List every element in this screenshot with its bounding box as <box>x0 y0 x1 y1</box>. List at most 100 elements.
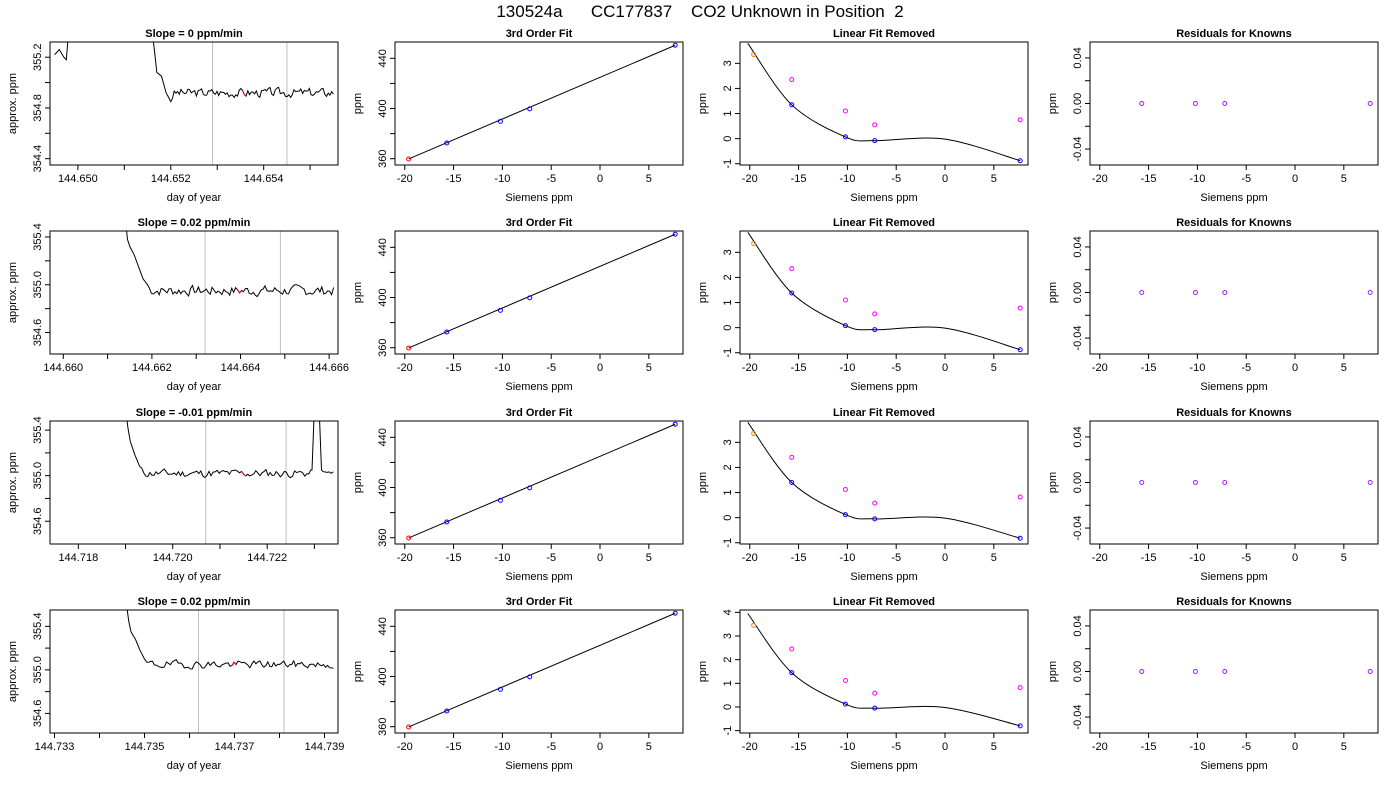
x-tick-label: 0 <box>942 552 948 564</box>
plot-area <box>54 42 334 165</box>
x-tick-label: -20 <box>742 741 758 753</box>
data-point <box>872 500 878 506</box>
data-point <box>789 670 795 676</box>
x-tick-label: -5 <box>546 741 556 753</box>
plot-area <box>747 232 1023 353</box>
data-point <box>672 231 678 237</box>
x-tick-label: -10 <box>839 362 855 374</box>
x-tick-label: 5 <box>991 552 997 564</box>
x-tick-label: 144.718 <box>58 552 98 564</box>
x-tick-label: -5 <box>546 173 556 185</box>
y-tick-label: 354.6 <box>32 319 44 347</box>
chart-panel: Slope = 0.02 ppm/min day of year approx. p… <box>7 217 349 393</box>
chart-panel: Residuals for Knowns Siemens ppm ppm -20 -15… <box>1047 596 1379 772</box>
x-tick-label: -5 <box>891 362 901 374</box>
chart-title: Residuals for Knowns <box>1176 596 1292 608</box>
chart-title: Slope = -0.01 ppm/min <box>136 407 253 419</box>
y-tick-label: 360 <box>377 718 389 736</box>
chart-title: 3rd Order Fit <box>506 217 573 229</box>
x-tick-label: 5 <box>646 173 652 185</box>
data-point <box>1139 101 1145 106</box>
chart-panel: 3rd Order Fit Siemens ppm ppm -20 -15 -10 -5 0 5… <box>352 217 684 393</box>
data-point <box>672 42 678 48</box>
x-tick-label: -10 <box>1189 552 1205 564</box>
y-tick-label: 1 <box>722 489 734 495</box>
y-tick-label: 0.04 <box>1072 615 1084 636</box>
chart-title: Linear Fit Removed <box>833 28 935 40</box>
data-point <box>444 708 450 714</box>
y-tick-label: -1 <box>722 348 734 358</box>
x-tick-label: 0 <box>597 552 603 564</box>
x-tick-label: 144.652 <box>151 173 191 185</box>
chart-title: 3rd Order Fit <box>506 407 573 419</box>
plot-frame <box>739 230 1029 355</box>
plot-frame <box>49 609 339 734</box>
x-tick-label: 0 <box>597 173 603 185</box>
data-point <box>1192 480 1198 485</box>
plot-area <box>126 421 334 544</box>
y-tick-label: 354.4 <box>32 145 44 173</box>
y-tick-label: 2 <box>722 464 734 470</box>
data-point <box>872 705 878 711</box>
plot-area <box>126 610 334 733</box>
x-tick-label: 0 <box>1292 362 1298 374</box>
y-axis-label: ppm <box>352 282 364 303</box>
y-tick-label: 0.00 <box>1072 93 1084 114</box>
x-axis-label: Siemens ppm <box>1200 571 1267 583</box>
y-tick-label: 1 <box>722 299 734 305</box>
plot-frame <box>739 420 1029 545</box>
data-point <box>789 290 795 296</box>
y-axis-label: ppm <box>1047 472 1059 493</box>
x-tick-label: -10 <box>494 362 510 374</box>
x-axis-label: Siemens ppm <box>505 571 572 583</box>
plot-frame <box>739 41 1029 166</box>
y-axis-label: approx. ppm <box>7 452 19 513</box>
y-tick-label: 4 <box>722 609 734 615</box>
plot-frame <box>394 230 684 355</box>
data-point <box>1192 290 1198 295</box>
x-tick-label: -10 <box>839 741 855 753</box>
data-point <box>842 108 848 114</box>
x-tick-label: -15 <box>791 173 807 185</box>
x-tick-label: 144.720 <box>153 552 193 564</box>
data-point <box>842 677 848 683</box>
x-tick-label: 5 <box>1341 552 1347 564</box>
plot-frame <box>49 41 339 166</box>
data-point <box>789 454 795 460</box>
x-tick-label: 144.735 <box>125 741 165 753</box>
x-tick-label: 144.664 <box>221 362 261 374</box>
y-tick-label: 360 <box>377 529 389 547</box>
x-tick-label: -20 <box>742 362 758 374</box>
x-axis-label: Siemens ppm <box>505 760 572 772</box>
data-point <box>1017 535 1023 541</box>
series-line <box>126 421 334 479</box>
x-tick-label: 144.660 <box>43 362 83 374</box>
plot-area <box>1139 290 1373 295</box>
y-tick-label: 0 <box>722 515 734 521</box>
data-point <box>527 295 533 301</box>
x-tick-label: -10 <box>1189 173 1205 185</box>
x-tick-label: -20 <box>1092 552 1108 564</box>
data-point <box>1139 669 1145 674</box>
data-point <box>789 480 795 485</box>
plot-frame <box>1089 420 1379 545</box>
x-axis-label: Siemens ppm <box>1200 381 1267 393</box>
x-axis-label: day of year <box>167 571 222 583</box>
x-tick-label: -5 <box>1241 362 1251 374</box>
chart-title: 3rd Order Fit <box>506 28 573 40</box>
y-tick-label: 2 <box>722 657 734 663</box>
data-point <box>1017 494 1023 500</box>
data-point <box>751 241 757 247</box>
y-tick-label: 3 <box>722 60 734 66</box>
data-point <box>1222 101 1228 106</box>
data-point <box>406 345 412 351</box>
fit-curve <box>747 613 1021 727</box>
x-tick-label: -15 <box>446 362 462 374</box>
y-axis-label: approx. ppm <box>7 262 19 323</box>
plot-area <box>406 421 678 541</box>
x-tick-label: -20 <box>397 741 413 753</box>
x-tick-label: -10 <box>1189 741 1205 753</box>
x-tick-label: 5 <box>646 741 652 753</box>
y-tick-label: 0.00 <box>1072 282 1084 303</box>
x-tick-label: -15 <box>791 741 807 753</box>
